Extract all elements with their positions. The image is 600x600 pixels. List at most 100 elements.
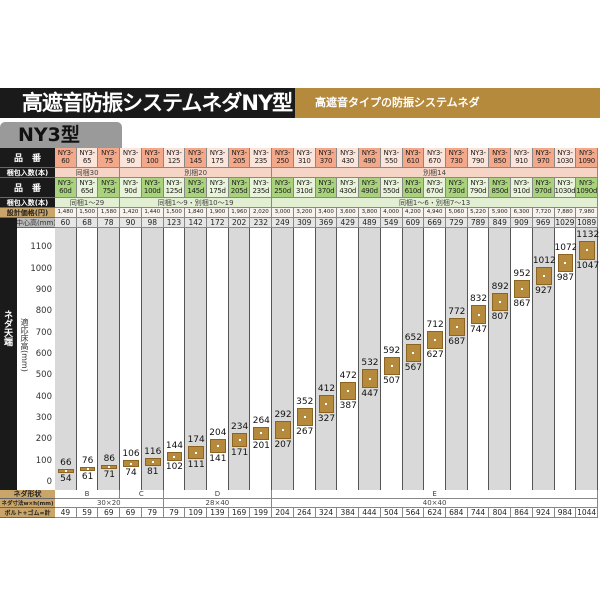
item-code: NY3-145: [185, 148, 208, 168]
max-label: 712: [426, 320, 444, 331]
chart-column: [163, 228, 186, 490]
price: 5,060: [445, 208, 468, 218]
y-tick-label: 600: [35, 348, 52, 359]
max-label: 472: [339, 371, 357, 382]
range-bar: [535, 267, 552, 286]
range-bar: [340, 382, 357, 401]
chart-column: [207, 228, 229, 490]
min-label: 141: [209, 453, 227, 464]
label-bolt: ボルト+ゴム=計: [0, 508, 55, 518]
item-code-d: NY3-145d: [185, 178, 208, 198]
range-bar: [58, 468, 74, 473]
item-code-d: NY3-235d: [250, 178, 273, 198]
pack-d-group: 同梱1～29: [55, 198, 121, 208]
min-label: 567: [404, 363, 422, 373]
model-tab: NY3型: [0, 122, 122, 148]
chart-column: [511, 228, 533, 490]
shape-group: C: [120, 490, 164, 499]
center-height: 123: [163, 218, 186, 228]
price: 3,600: [337, 208, 360, 218]
min-label: 387: [339, 401, 357, 412]
item-code: NY3-850: [489, 148, 512, 168]
bolt-total: 79: [163, 508, 186, 518]
item-code-d: NY3-610d: [402, 178, 425, 198]
max-label: 412: [317, 384, 336, 395]
y-tick-label: 800: [35, 306, 52, 317]
price: 3,400: [315, 208, 338, 218]
item-code-d: NY3-370d: [315, 178, 338, 198]
range-bar: [427, 331, 443, 350]
y-tick-label: 900: [35, 284, 52, 295]
chart-column: [185, 228, 208, 490]
item-code-d: NY3-310d: [293, 178, 316, 198]
min-label: 447: [361, 388, 379, 399]
center-height: 1029: [554, 218, 577, 228]
min-label: 71: [103, 469, 116, 480]
min-label: 687: [448, 337, 466, 348]
price: 1,500: [76, 208, 99, 218]
bolt-total: 199: [250, 508, 273, 518]
price: 1,500: [163, 208, 186, 218]
max-label: 264: [252, 415, 270, 426]
pack-d-group: 同梱1～6・別梱7～13: [272, 198, 598, 208]
label-pack-d: 梱包入数(本): [0, 198, 55, 208]
label-price: 設計価格(円): [0, 208, 55, 218]
label-dim: ネダ寸法w×h(mm): [0, 499, 55, 508]
center-height: 202: [228, 218, 251, 228]
item-code: NY3-100: [141, 148, 164, 168]
price: 1,420: [120, 208, 142, 218]
item-code: NY3-970: [532, 148, 555, 168]
range-bar: [362, 369, 378, 388]
max-label: 76: [81, 455, 94, 466]
item-code: NY3-550: [380, 148, 403, 168]
item-code: NY3-910: [511, 148, 533, 168]
item-code-d: NY3-730d: [445, 178, 468, 198]
dim-group: 28×40: [163, 499, 273, 508]
price: 4,940: [424, 208, 446, 218]
pack-group: 別梱20: [120, 168, 273, 178]
max-label: 592: [383, 345, 401, 356]
center-height: 1089: [576, 218, 598, 228]
chart-column: [554, 228, 577, 490]
dim-group: 40×40: [272, 499, 598, 508]
min-label: 171: [231, 447, 249, 458]
item-code: NY3-490: [359, 148, 381, 168]
range-bar: [123, 460, 139, 468]
min-label: 74: [125, 468, 137, 479]
item-code-d: NY3-1030d: [554, 178, 577, 198]
max-label: 352: [296, 396, 314, 407]
min-label: 927: [535, 286, 553, 297]
item-code-d: NY3-430d: [337, 178, 360, 198]
page-title: 高遮音防振システムネダNY型: [0, 88, 295, 118]
min-label: 267: [296, 427, 314, 438]
center-height: 232: [250, 218, 273, 228]
side-label: ネダ天端: [2, 310, 12, 346]
range-bar: [101, 464, 118, 469]
bolt-total: 1044: [576, 508, 598, 518]
chart-column: [141, 228, 164, 490]
min-label: 207: [274, 439, 292, 450]
price: 6,300: [511, 208, 533, 218]
item-code-d: NY3-75d: [98, 178, 121, 198]
dim-group: 30×20: [55, 499, 164, 508]
y-tick-label: 0: [46, 477, 52, 487]
center-height: 609: [402, 218, 425, 228]
range-bar: [210, 439, 226, 453]
center-height: 90: [120, 218, 142, 228]
bolt-total: 169: [228, 508, 251, 518]
pack-d-group: 同梱1～9・別梱10～19: [120, 198, 273, 208]
range-bar: [166, 452, 183, 462]
center-height: 909: [511, 218, 533, 228]
item-code-d: NY3-550d: [380, 178, 403, 198]
center-height: 98: [141, 218, 164, 228]
center-height: 249: [272, 218, 294, 228]
center-height: 309: [293, 218, 316, 228]
bolt-total: 264: [293, 508, 316, 518]
max-label: 892: [491, 281, 509, 292]
item-code: NY3-205: [228, 148, 251, 168]
min-label: 987: [556, 273, 574, 284]
item-code: NY3-610: [402, 148, 425, 168]
min-label: 747: [469, 324, 488, 335]
center-height: 60: [55, 218, 77, 228]
range-bar: [79, 466, 96, 471]
